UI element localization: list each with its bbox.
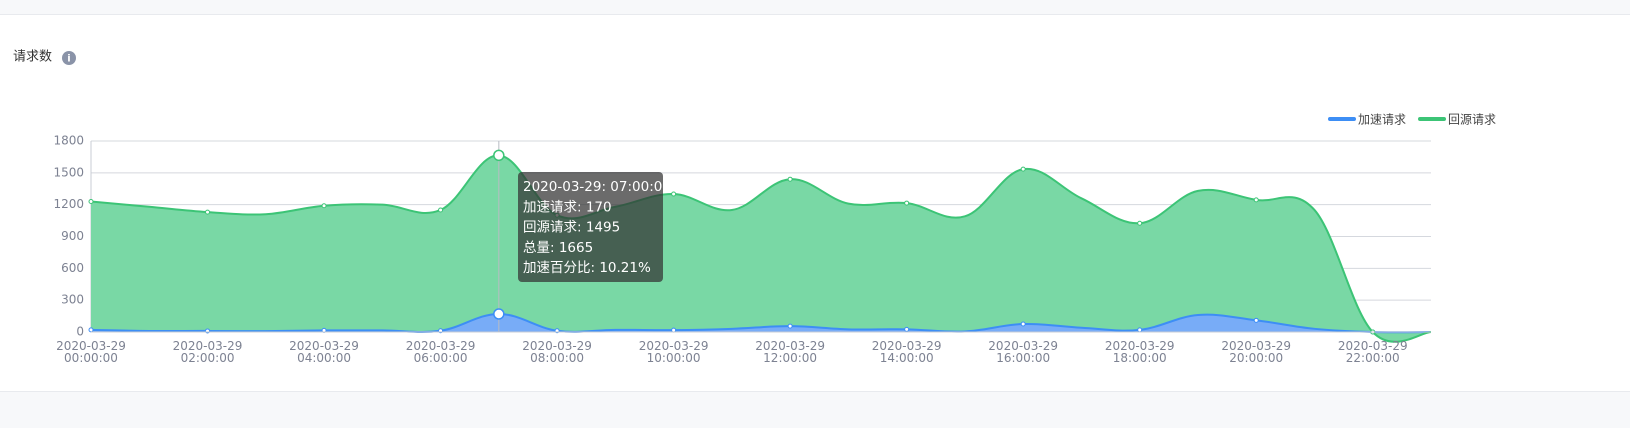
- point: [438, 207, 444, 213]
- point: [904, 200, 910, 206]
- tooltip-line: 2020-03-29: 07:00:00: [523, 179, 671, 195]
- point: [904, 326, 910, 332]
- point: [671, 191, 677, 197]
- point: [1137, 327, 1143, 333]
- x-tick-label: 2020-03-29 04:00:00: [289, 339, 359, 365]
- hover-point: [493, 308, 505, 320]
- x-tick-label: 2020-03-29 14:00:00: [872, 339, 942, 365]
- legend-label: 加速请求: [1358, 113, 1406, 127]
- y-tick-label: 900: [61, 229, 84, 243]
- y-tick-label: 1500: [53, 165, 84, 179]
- tooltip-line: 总量: 1665: [523, 240, 593, 256]
- x-tick-label: 2020-03-29 10:00:00: [639, 339, 709, 365]
- x-tick-label: 2020-03-29 18:00:00: [1105, 339, 1175, 365]
- point: [88, 327, 94, 333]
- point: [205, 209, 211, 215]
- area: [91, 313, 1431, 333]
- line: [90, 312, 1432, 334]
- info-icon[interactable]: [62, 51, 76, 65]
- point: [1137, 220, 1143, 226]
- tooltip-line: 回源请求: 1495: [523, 220, 620, 236]
- point: [1020, 321, 1026, 327]
- point: [1253, 197, 1259, 203]
- tooltip-box: [518, 172, 663, 282]
- point: [88, 198, 94, 204]
- point: [787, 323, 793, 329]
- hover-point: [493, 149, 505, 162]
- point: [671, 327, 677, 333]
- point: [1020, 166, 1026, 172]
- top-band: [0, 0, 1630, 14]
- x-tick-label: 2020-03-29 20:00:00: [1221, 339, 1291, 365]
- x-tick-label: 2020-03-29 08:00:00: [522, 339, 592, 365]
- tooltip-line: 加速请求: 170: [523, 199, 612, 215]
- x-tick-label: 2020-03-29 16:00:00: [988, 339, 1058, 365]
- tooltip-line: 加速百分比: 10.21%: [523, 260, 651, 276]
- section-title: 请求数: [13, 50, 52, 65]
- point: [1253, 317, 1259, 323]
- y-tick-label: 0: [76, 325, 84, 339]
- y-tick-label: 1200: [53, 197, 84, 211]
- x-tick-label: 2020-03-29 06:00:00: [406, 339, 476, 365]
- bottom-band: [0, 392, 1630, 428]
- legend-label: 回源请求: [1448, 113, 1496, 127]
- y-tick-label: 1800: [53, 134, 84, 148]
- line: [90, 154, 1432, 343]
- info-icon-glyph: i: [67, 54, 70, 65]
- point: [787, 176, 793, 182]
- x-tick-label: 2020-03-29 02:00:00: [173, 339, 243, 365]
- tooltip: 2020-03-29: 07:00:00 加速请求: 170 回源请求: 1495 总…: [518, 172, 671, 282]
- area: [91, 155, 1431, 342]
- y-tick-label: 300: [61, 293, 84, 307]
- y-tick-label: 600: [61, 261, 84, 275]
- point: [321, 203, 327, 209]
- x-tick-label: 2020-03-29 12:00:00: [755, 339, 825, 365]
- x-tick-label: 2020-03-29 22:00:00: [1338, 339, 1408, 365]
- x-tick-label: 2020-03-29 00:00:00: [56, 339, 126, 365]
